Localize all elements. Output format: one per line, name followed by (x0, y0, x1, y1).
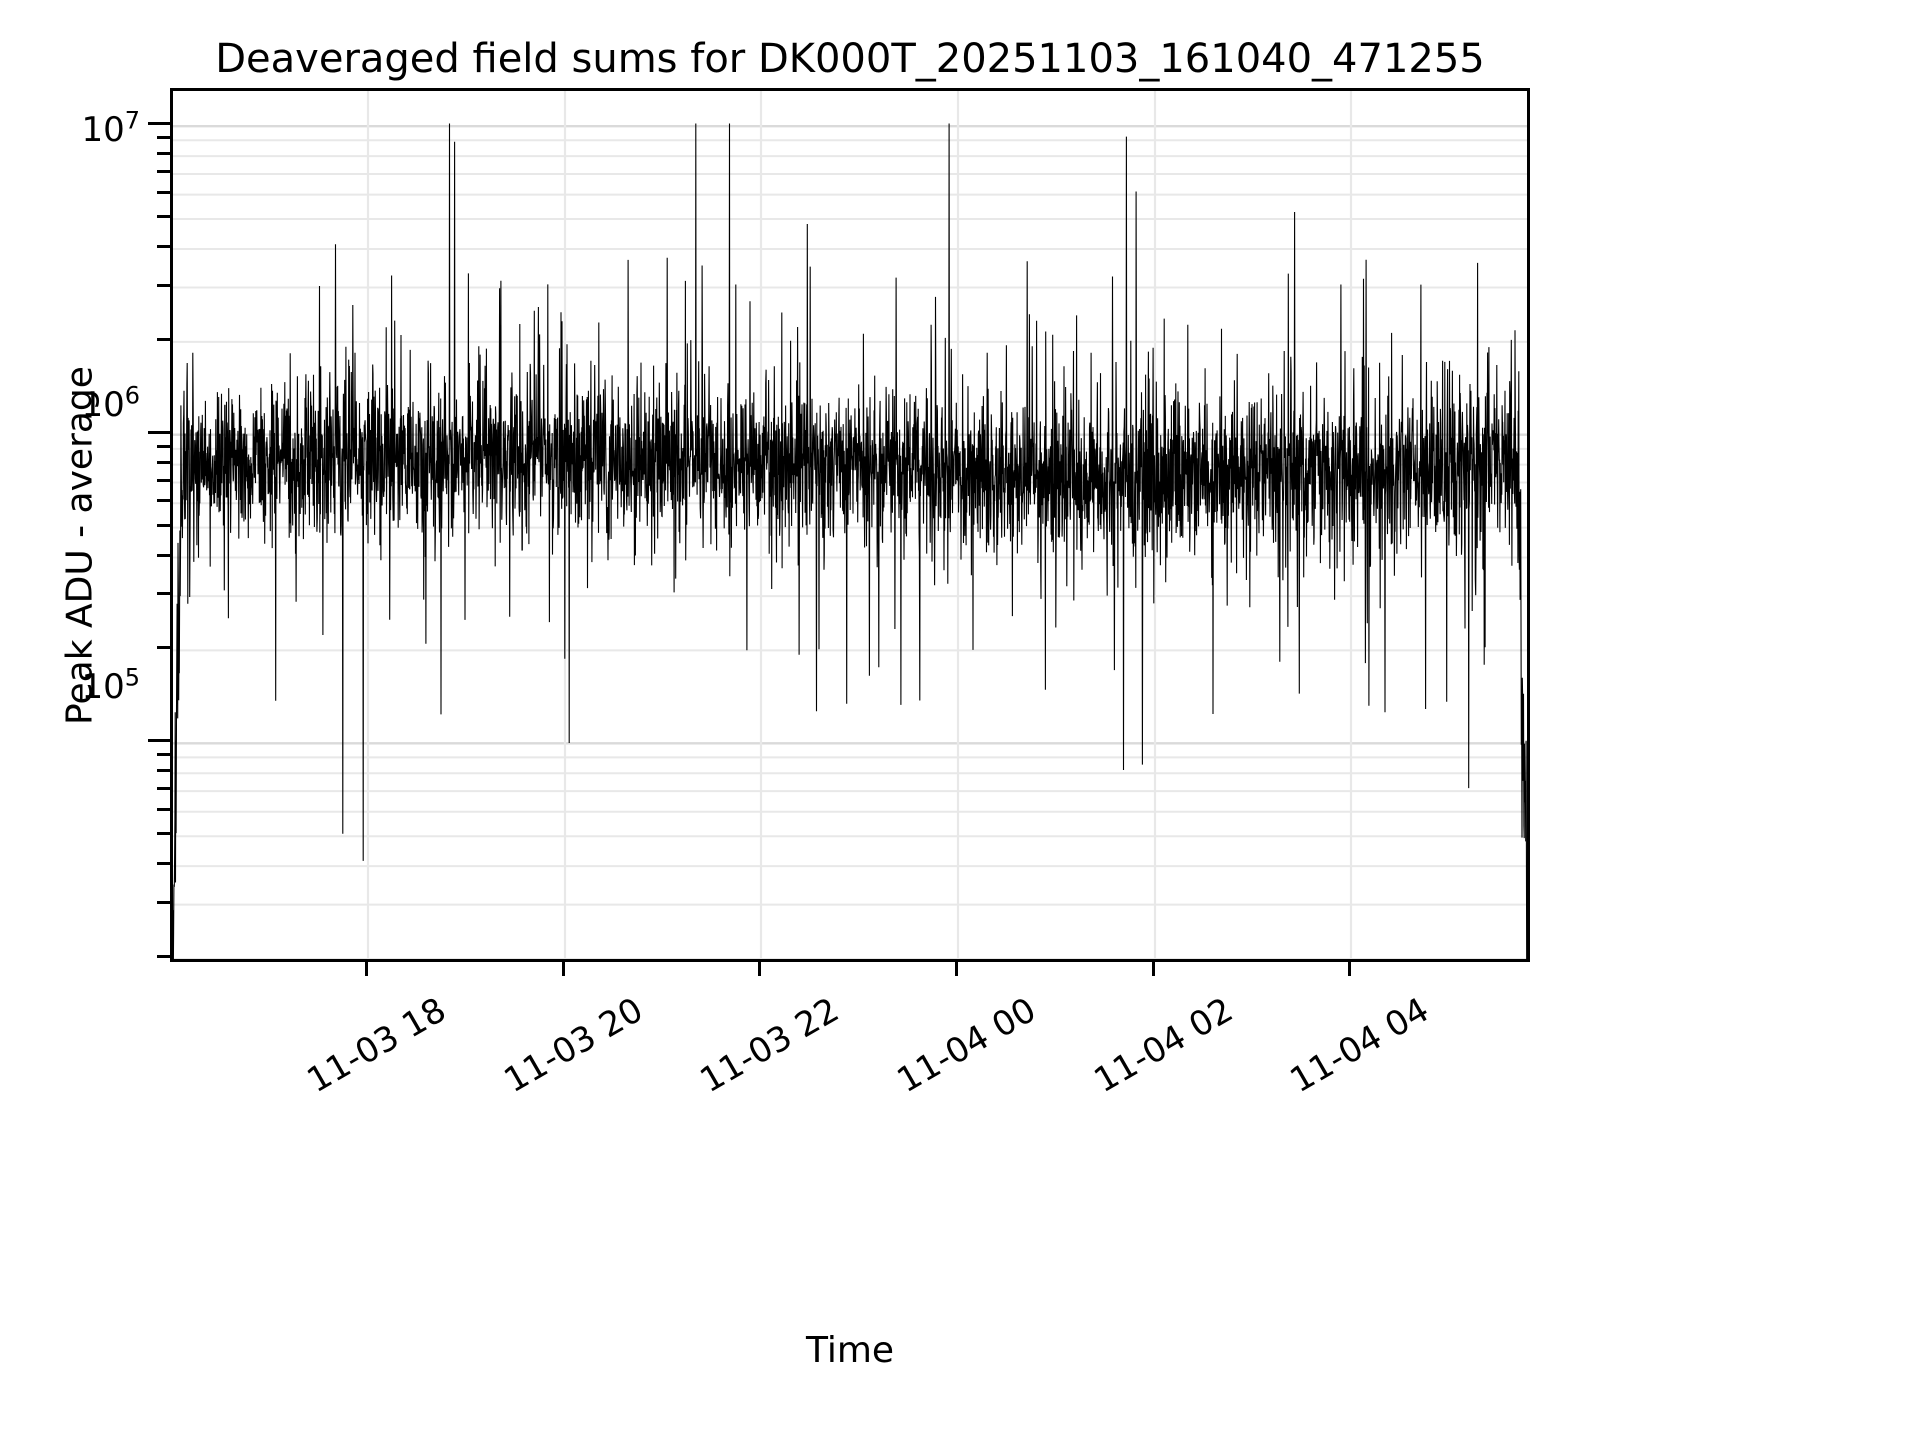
x-tick-label-2: 11-03 22 (693, 990, 846, 1102)
y-axis-major-tick (148, 430, 170, 434)
y-axis-minor-tick (157, 523, 170, 527)
page-title: Deaveraged field sums for DK000T_2025110… (215, 36, 1485, 82)
x-tick-label-0: 11-03 18 (300, 990, 453, 1102)
plot-area (170, 88, 1530, 962)
y-axis-minor-tick (157, 769, 170, 773)
y-axis-minor-tick (157, 283, 170, 287)
x-axis-tick-1 (562, 962, 565, 976)
x-tick-label-1: 11-03 20 (497, 990, 650, 1102)
x-axis-tick-2 (758, 962, 761, 976)
y-axis-minor-tick (157, 646, 170, 650)
y-axis-minor-tick (157, 900, 170, 904)
y-axis-label: Peak ADU - average (59, 366, 101, 725)
y-axis-minor-tick (157, 337, 170, 341)
x-tick-label-4: 11-04 02 (1087, 990, 1240, 1102)
y-axis-minor-tick (157, 478, 170, 482)
y-axis-minor-tick (157, 807, 170, 811)
series-polyline (173, 124, 1527, 960)
x-axis-label: Time (805, 1330, 895, 1371)
y-axis-minor-tick (157, 444, 170, 448)
y-axis-minor-tick (157, 955, 170, 958)
gridlines-group (173, 91, 1527, 959)
y-axis-major-tick (148, 739, 170, 743)
data-series-line (173, 91, 1527, 959)
y-tick-exponent-5: 5 (124, 663, 140, 692)
y-axis-minor-tick (157, 190, 170, 194)
y-tick-label-1e7: 107 (81, 106, 140, 150)
y-tick-label-1e6: 106 (81, 381, 140, 425)
y-axis-minor-tick (157, 862, 170, 866)
y-axis-minor-tick (157, 169, 170, 173)
y-axis-major-tick (148, 122, 170, 126)
y-axis-minor-tick (157, 215, 170, 219)
y-axis-minor-tick (157, 244, 170, 248)
y-tick-exponent-7: 7 (124, 106, 140, 135)
x-tick-label-5: 11-04 04 (1283, 990, 1436, 1102)
x-axis-tick-0 (365, 962, 368, 976)
y-axis-minor-tick (157, 152, 170, 156)
y-axis-minor-tick (157, 553, 170, 557)
y-axis-minor-tick (157, 592, 170, 596)
y-tick-exponent-6: 6 (124, 381, 140, 410)
y-axis-minor-tick (157, 787, 170, 791)
y-tick-label-1e5: 105 (81, 663, 140, 707)
x-axis-tick-5 (1348, 962, 1351, 976)
y-axis-minor-tick (157, 460, 170, 464)
y-axis-minor-tick (157, 499, 170, 503)
x-tick-label-3: 11-04 00 (890, 990, 1043, 1102)
y-axis-minor-tick (157, 753, 170, 757)
y-axis-minor-tick (157, 136, 170, 140)
x-axis-tick-3 (955, 962, 958, 976)
x-axis-tick-4 (1152, 962, 1155, 976)
y-axis-minor-tick (157, 832, 170, 836)
